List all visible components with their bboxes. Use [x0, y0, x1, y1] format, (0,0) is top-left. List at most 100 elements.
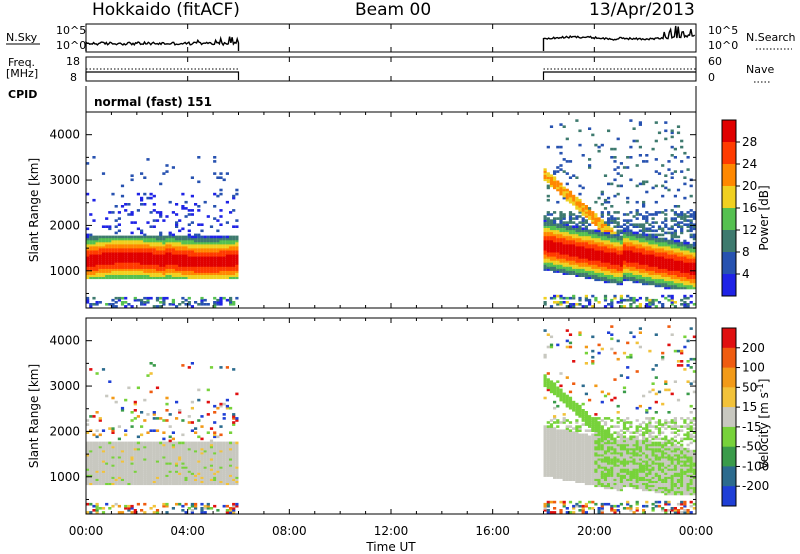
- power-cell: [229, 298, 233, 302]
- velocity-cell: [108, 474, 112, 477]
- velocity-cell: [155, 470, 160, 473]
- velocity-cell: [197, 455, 201, 459]
- velocity-cell: [117, 478, 121, 481]
- velocity-cell: [565, 474, 569, 477]
- power-cell: [597, 239, 601, 243]
- velocity-cell: [222, 443, 226, 447]
- power-cell: [584, 272, 588, 275]
- velocity-cell: [229, 455, 233, 459]
- velocity-cell: [197, 476, 201, 479]
- power-cell: [152, 274, 156, 277]
- power-cell: [657, 258, 662, 261]
- velocity-cell: [225, 451, 229, 455]
- colorbar-swatch: [722, 274, 736, 297]
- power-cell: [197, 272, 201, 275]
- power-cell: [622, 262, 627, 265]
- velocity-cell: [86, 478, 90, 481]
- power-cell: [143, 296, 147, 300]
- power-cell: [553, 268, 557, 271]
- power-cell: [638, 264, 642, 267]
- power-cell: [553, 235, 557, 239]
- power-cell: [171, 233, 175, 237]
- power-cell: [661, 280, 665, 284]
- velocity-cell: [111, 460, 115, 463]
- power-cell: [171, 237, 175, 241]
- power-cell: [622, 258, 627, 261]
- velocity-cell: [219, 404, 223, 408]
- power-cell: [562, 260, 566, 263]
- power-cell: [225, 274, 229, 277]
- power-cell: [219, 260, 223, 263]
- velocity-cell: [584, 415, 588, 418]
- power-cell: [568, 303, 573, 306]
- power-cell: [114, 260, 118, 263]
- power-cell: [187, 262, 191, 265]
- velocity-cell: [114, 464, 118, 467]
- power-cell: [213, 252, 217, 255]
- power-cell: [645, 235, 649, 239]
- velocity-cell: [111, 472, 115, 475]
- velocity-cell: [565, 458, 569, 461]
- power-cell: [546, 198, 550, 202]
- power-cell: [127, 303, 131, 306]
- velocity-cell: [229, 462, 233, 465]
- power-cell: [184, 256, 188, 259]
- velocity-cell: [95, 502, 99, 506]
- velocity-cell: [225, 466, 229, 469]
- power-cell: [155, 247, 160, 251]
- velocity-cell: [549, 380, 554, 383]
- velocity-cell: [588, 419, 592, 422]
- velocity-cell: [159, 464, 163, 467]
- velocity-cell: [200, 462, 204, 465]
- velocity-cell: [562, 435, 566, 439]
- velocity-cell: [591, 474, 595, 477]
- power-cell: [565, 305, 569, 308]
- velocity-cell: [86, 449, 90, 453]
- power-cell: [588, 215, 592, 218]
- power-cell: [594, 266, 598, 269]
- velocity-cell: [120, 480, 125, 483]
- power-cell: [149, 262, 153, 265]
- power-cell: [562, 241, 566, 245]
- velocity-cell: [165, 464, 169, 467]
- power-cell: [638, 303, 642, 306]
- power-cell: [98, 256, 102, 259]
- power-cell: [225, 298, 229, 302]
- velocity-cell: [216, 482, 220, 486]
- power-cell: [622, 272, 627, 275]
- power-cell: [619, 249, 623, 253]
- power-cell: [101, 276, 106, 280]
- velocity-cell: [149, 449, 153, 453]
- velocity-cell: [149, 482, 153, 486]
- power-cell: [632, 231, 636, 235]
- power-cell: [683, 282, 687, 286]
- power-cell: [133, 254, 137, 257]
- power-cell: [168, 258, 172, 261]
- power-cell: [584, 211, 588, 214]
- power-cell: [222, 266, 226, 269]
- power-cell: [206, 249, 210, 253]
- power-cell: [209, 249, 214, 253]
- power-cell: [591, 237, 595, 241]
- velocity-cell: [133, 462, 137, 465]
- power-cell: [603, 305, 608, 308]
- velocity-cell: [146, 470, 150, 473]
- velocity-cell: [543, 439, 547, 443]
- velocity-cell: [584, 482, 588, 486]
- velocity-cell: [584, 511, 588, 514]
- velocity-cell: [235, 462, 239, 465]
- power-cell: [683, 252, 687, 255]
- power-cell: [187, 233, 191, 237]
- power-cell: [92, 260, 96, 263]
- power-cell: [622, 254, 627, 257]
- power-cell: [584, 239, 588, 243]
- velocity-cell: [92, 441, 96, 445]
- power-cell: [680, 252, 684, 255]
- power-cell: [553, 264, 557, 267]
- power-cell: [578, 215, 582, 218]
- power-cell: [588, 213, 592, 216]
- power-cell: [683, 254, 687, 257]
- power-cell: [562, 221, 566, 224]
- power-cell: [562, 170, 566, 173]
- velocity-cell: [235, 445, 239, 449]
